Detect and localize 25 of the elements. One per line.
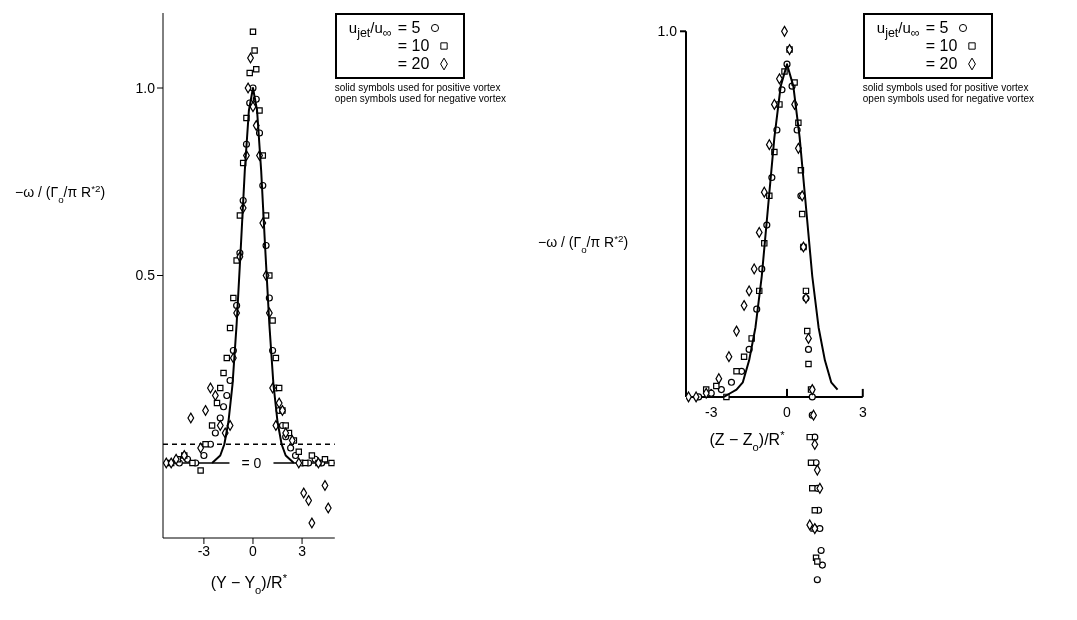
legend-label: = 5 [397, 19, 421, 37]
legend-label: = 10 [925, 37, 958, 55]
ref-line-label: = 0 [241, 455, 262, 471]
x-tick-label: 0 [783, 403, 792, 420]
annotation: solid symbols used for positive vortex [862, 82, 1029, 93]
x-tick-label: 3 [298, 542, 307, 559]
x-tick-label: 0 [249, 542, 258, 559]
text: 1.0 [657, 23, 678, 40]
x-axis-title: (Y − Y$_{o}$)/R$^{*}$ [210, 572, 288, 596]
legend-title: u$_{jet}$/u$_{∞}$ [348, 19, 392, 42]
legend-label: = 10 [397, 37, 430, 55]
annotation: open symbols used for negative vortex [334, 93, 506, 104]
x-axis-title: (Z − Z$_{o}$)/R$^{*}$ [709, 428, 786, 453]
y-axis-title: −ω / (Γ$_{o}$/π R$^{*2}$) [15, 182, 106, 205]
legend-label: = 5 [925, 19, 949, 37]
legend-label: = 20 [925, 55, 958, 73]
x-tick-label: -3 [705, 403, 718, 420]
annotation: solid symbols used for positive vortex [334, 82, 501, 93]
x-tick-label: 3 [858, 403, 867, 420]
y-tick-label: 0.5 [135, 267, 156, 284]
y-axis-title: −ω / (Γ$_{o}$/π R$^{*2}$) [538, 232, 629, 255]
annotation: open symbols used for negative vortex [862, 93, 1034, 104]
legend-label: = 20 [397, 55, 430, 73]
legend-title: u$_{jet}$/u$_{∞}$ [876, 19, 920, 42]
x-tick-label: -3 [197, 542, 211, 559]
